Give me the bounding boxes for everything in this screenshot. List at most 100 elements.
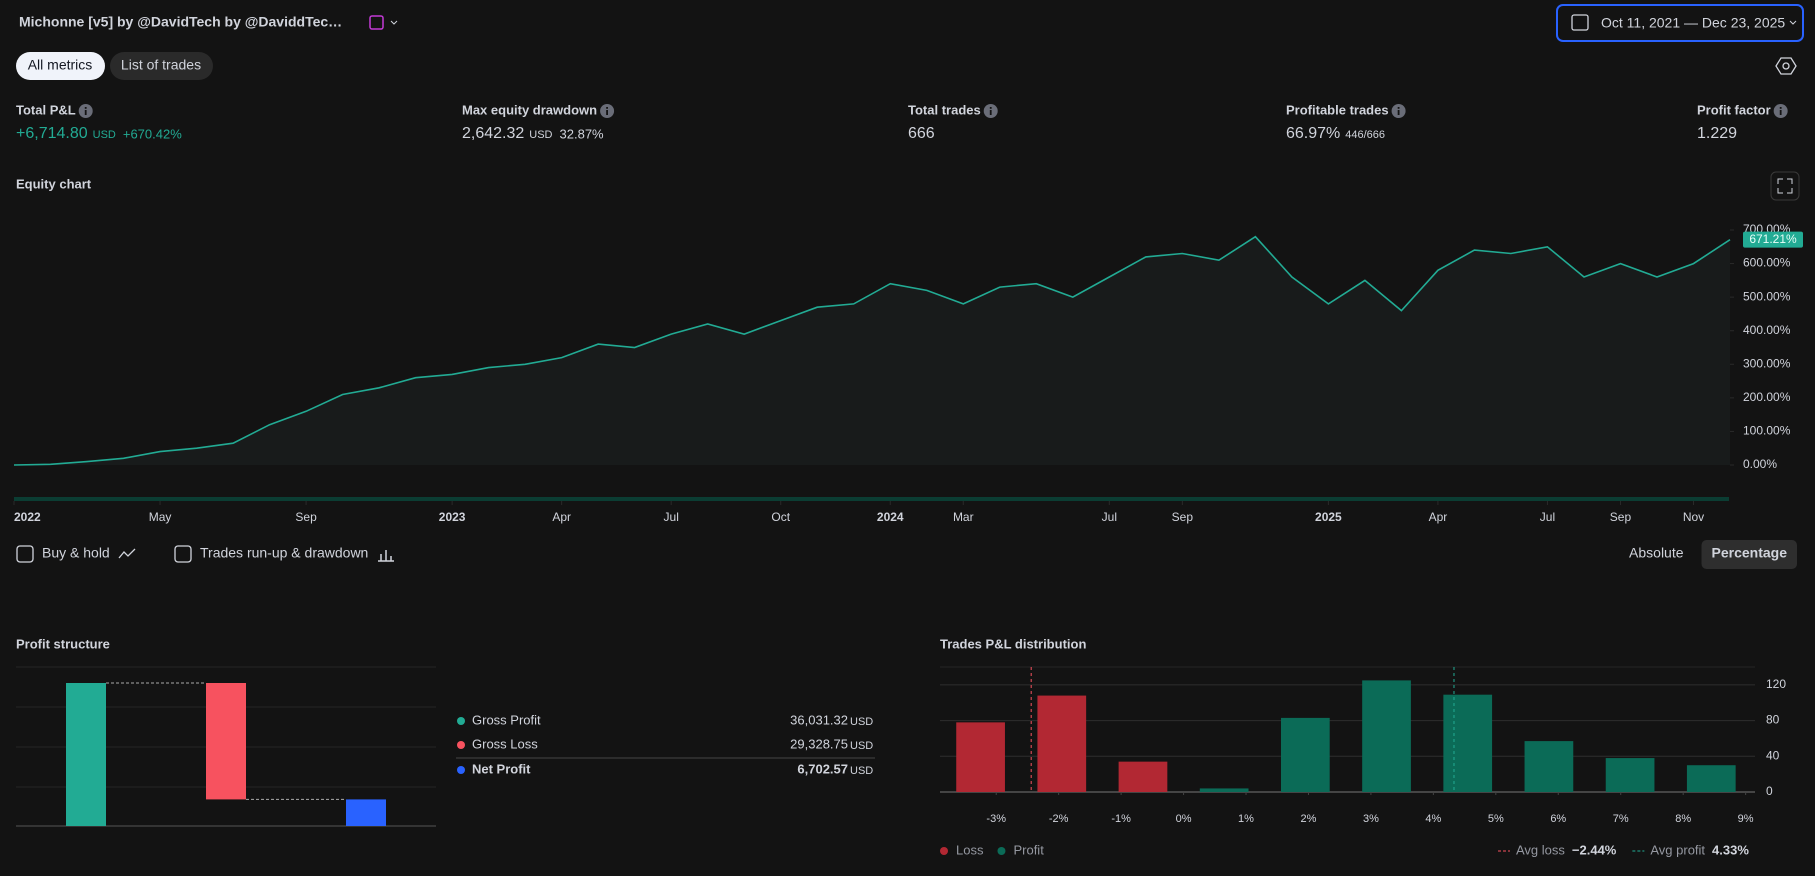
settings-icon[interactable] (1775, 57, 1797, 75)
settings-icon-core (1782, 62, 1790, 70)
tab-active[interactable] (16, 52, 105, 80)
strategy-title[interactable]: Michonne [v5] by @DavidTech by @DaviddTe… (19, 14, 342, 30)
x-tick-label: 8% (1675, 813, 1691, 825)
metric-label: Max equity drawdown (462, 102, 597, 117)
x-tick-label: 1% (1238, 813, 1254, 825)
section-title: Equity chart (16, 176, 92, 191)
y-tick-label: 400.00% (1743, 323, 1791, 337)
bars-icon (378, 550, 394, 562)
metric-value: 666 (908, 125, 935, 142)
mode-active-bg (1701, 540, 1797, 569)
x-tick-label: -2% (1049, 813, 1069, 825)
tab[interactable]: List of trades (121, 57, 201, 73)
info-icon-dot (1779, 107, 1782, 109)
x-tick-label: Oct (771, 510, 790, 524)
metric-extra: 32.87% (560, 126, 605, 141)
x-tick-label: Apr (1429, 510, 1448, 524)
y-tick-label: 0 (1766, 784, 1773, 798)
metric-extra: +670.42% (123, 126, 182, 141)
x-tick-label: 2% (1301, 813, 1317, 825)
chevron[interactable] (1789, 20, 1797, 25)
calendar-icon (1571, 14, 1589, 31)
x-tick-label: 0% (1176, 813, 1192, 825)
metric-label: Total P&L (16, 102, 76, 117)
metric-label: Profit factor (1697, 102, 1771, 117)
legend-name: Gross Loss (472, 736, 538, 751)
date-range-button[interactable] (1556, 4, 1804, 42)
x-tick-label: Jul (1540, 510, 1555, 524)
x-tick-label: 9% (1738, 813, 1754, 825)
legend-dot (457, 766, 465, 774)
legend-name: Net Profit (472, 761, 531, 776)
histogram-bar (1443, 694, 1493, 792)
tab-inactive[interactable] (110, 52, 213, 80)
histogram-bar (1199, 788, 1249, 792)
x-tick-label: Apr (552, 510, 571, 524)
y-tick-label: 100.00% (1743, 424, 1791, 438)
info-icon-dot (84, 107, 87, 109)
info-icon-dot (989, 107, 992, 109)
legend-label: Profit (1013, 842, 1044, 857)
x-tick-label: 3% (1363, 813, 1379, 825)
last-value-label: 671.21% (1749, 232, 1797, 246)
legend-value: 6,702.57 (797, 761, 848, 776)
x-tick-label: -3% (986, 813, 1006, 825)
legend-value: 29,328.75 (790, 736, 848, 751)
legend-label: Avg profit (1650, 842, 1705, 857)
info-icon-dot (606, 107, 608, 109)
equity-line (13, 235, 1731, 466)
y-tick-label: 0.00% (1743, 457, 1777, 471)
x-tick-label: 7% (1613, 813, 1629, 825)
x-tick-label: 2022 (14, 510, 41, 524)
checkbox[interactable] (174, 545, 192, 563)
line-icon (118, 548, 136, 559)
metric-extra: 446/666 (1345, 129, 1385, 141)
legend-dot (940, 847, 948, 855)
info-icon-mark (606, 110, 608, 115)
info-icon-mark (1779, 110, 1782, 115)
x-tick-label: May (149, 510, 172, 524)
tab[interactable]: All metrics (28, 57, 93, 73)
histogram-bar (1118, 761, 1168, 792)
last-value-badge (1743, 231, 1803, 248)
calendar-badge[interactable] (369, 15, 384, 30)
trades-strip (14, 497, 1729, 501)
bar (66, 683, 106, 826)
y-tick-label: 120 (1766, 677, 1786, 691)
x-tick-label: Nov (1683, 510, 1704, 524)
date-range[interactable]: Oct 11, 2021 — Dec 23, 2025 (1601, 15, 1785, 31)
x-tick-label: 2024 (877, 510, 904, 524)
section-title: Profit structure (16, 636, 110, 651)
checkbox-label[interactable]: Buy & hold (42, 545, 110, 561)
legend-dot (457, 717, 465, 725)
fullscreen-icon (1777, 178, 1793, 194)
bar (206, 683, 246, 800)
mode-option[interactable]: Percentage (1712, 545, 1788, 561)
histogram-bar (1605, 758, 1655, 792)
info-icon-mark (1397, 110, 1400, 115)
metric-unit: USD (93, 129, 116, 141)
histogram-bar (1524, 741, 1574, 792)
legend-value: 4.33% (1712, 842, 1749, 857)
x-tick-label: Mar (953, 510, 974, 524)
y-tick-label: 200.00% (1743, 390, 1791, 404)
x-tick-label: 6% (1550, 813, 1566, 825)
x-tick-label: -1% (1111, 813, 1131, 825)
checkbox-label[interactable]: Trades run-up & drawdown (200, 545, 368, 561)
checkbox[interactable] (16, 545, 34, 563)
y-tick-label: 500.00% (1743, 289, 1791, 303)
x-tick-label: Sep (1610, 510, 1632, 524)
fullscreen-button[interactable] (1770, 171, 1800, 201)
legend-dot (457, 741, 465, 749)
chevron[interactable] (390, 20, 398, 25)
metric-value: 66.97% (1286, 125, 1340, 142)
metric-label: Total trades (908, 102, 981, 117)
legend-unit: USD (850, 765, 873, 777)
info-icon-mark (84, 110, 87, 115)
x-tick-label: 2025 (1315, 510, 1342, 524)
mode-option[interactable]: Absolute (1629, 545, 1684, 561)
x-tick-label: Jul (1102, 510, 1117, 524)
x-tick-label: Sep (295, 510, 317, 524)
